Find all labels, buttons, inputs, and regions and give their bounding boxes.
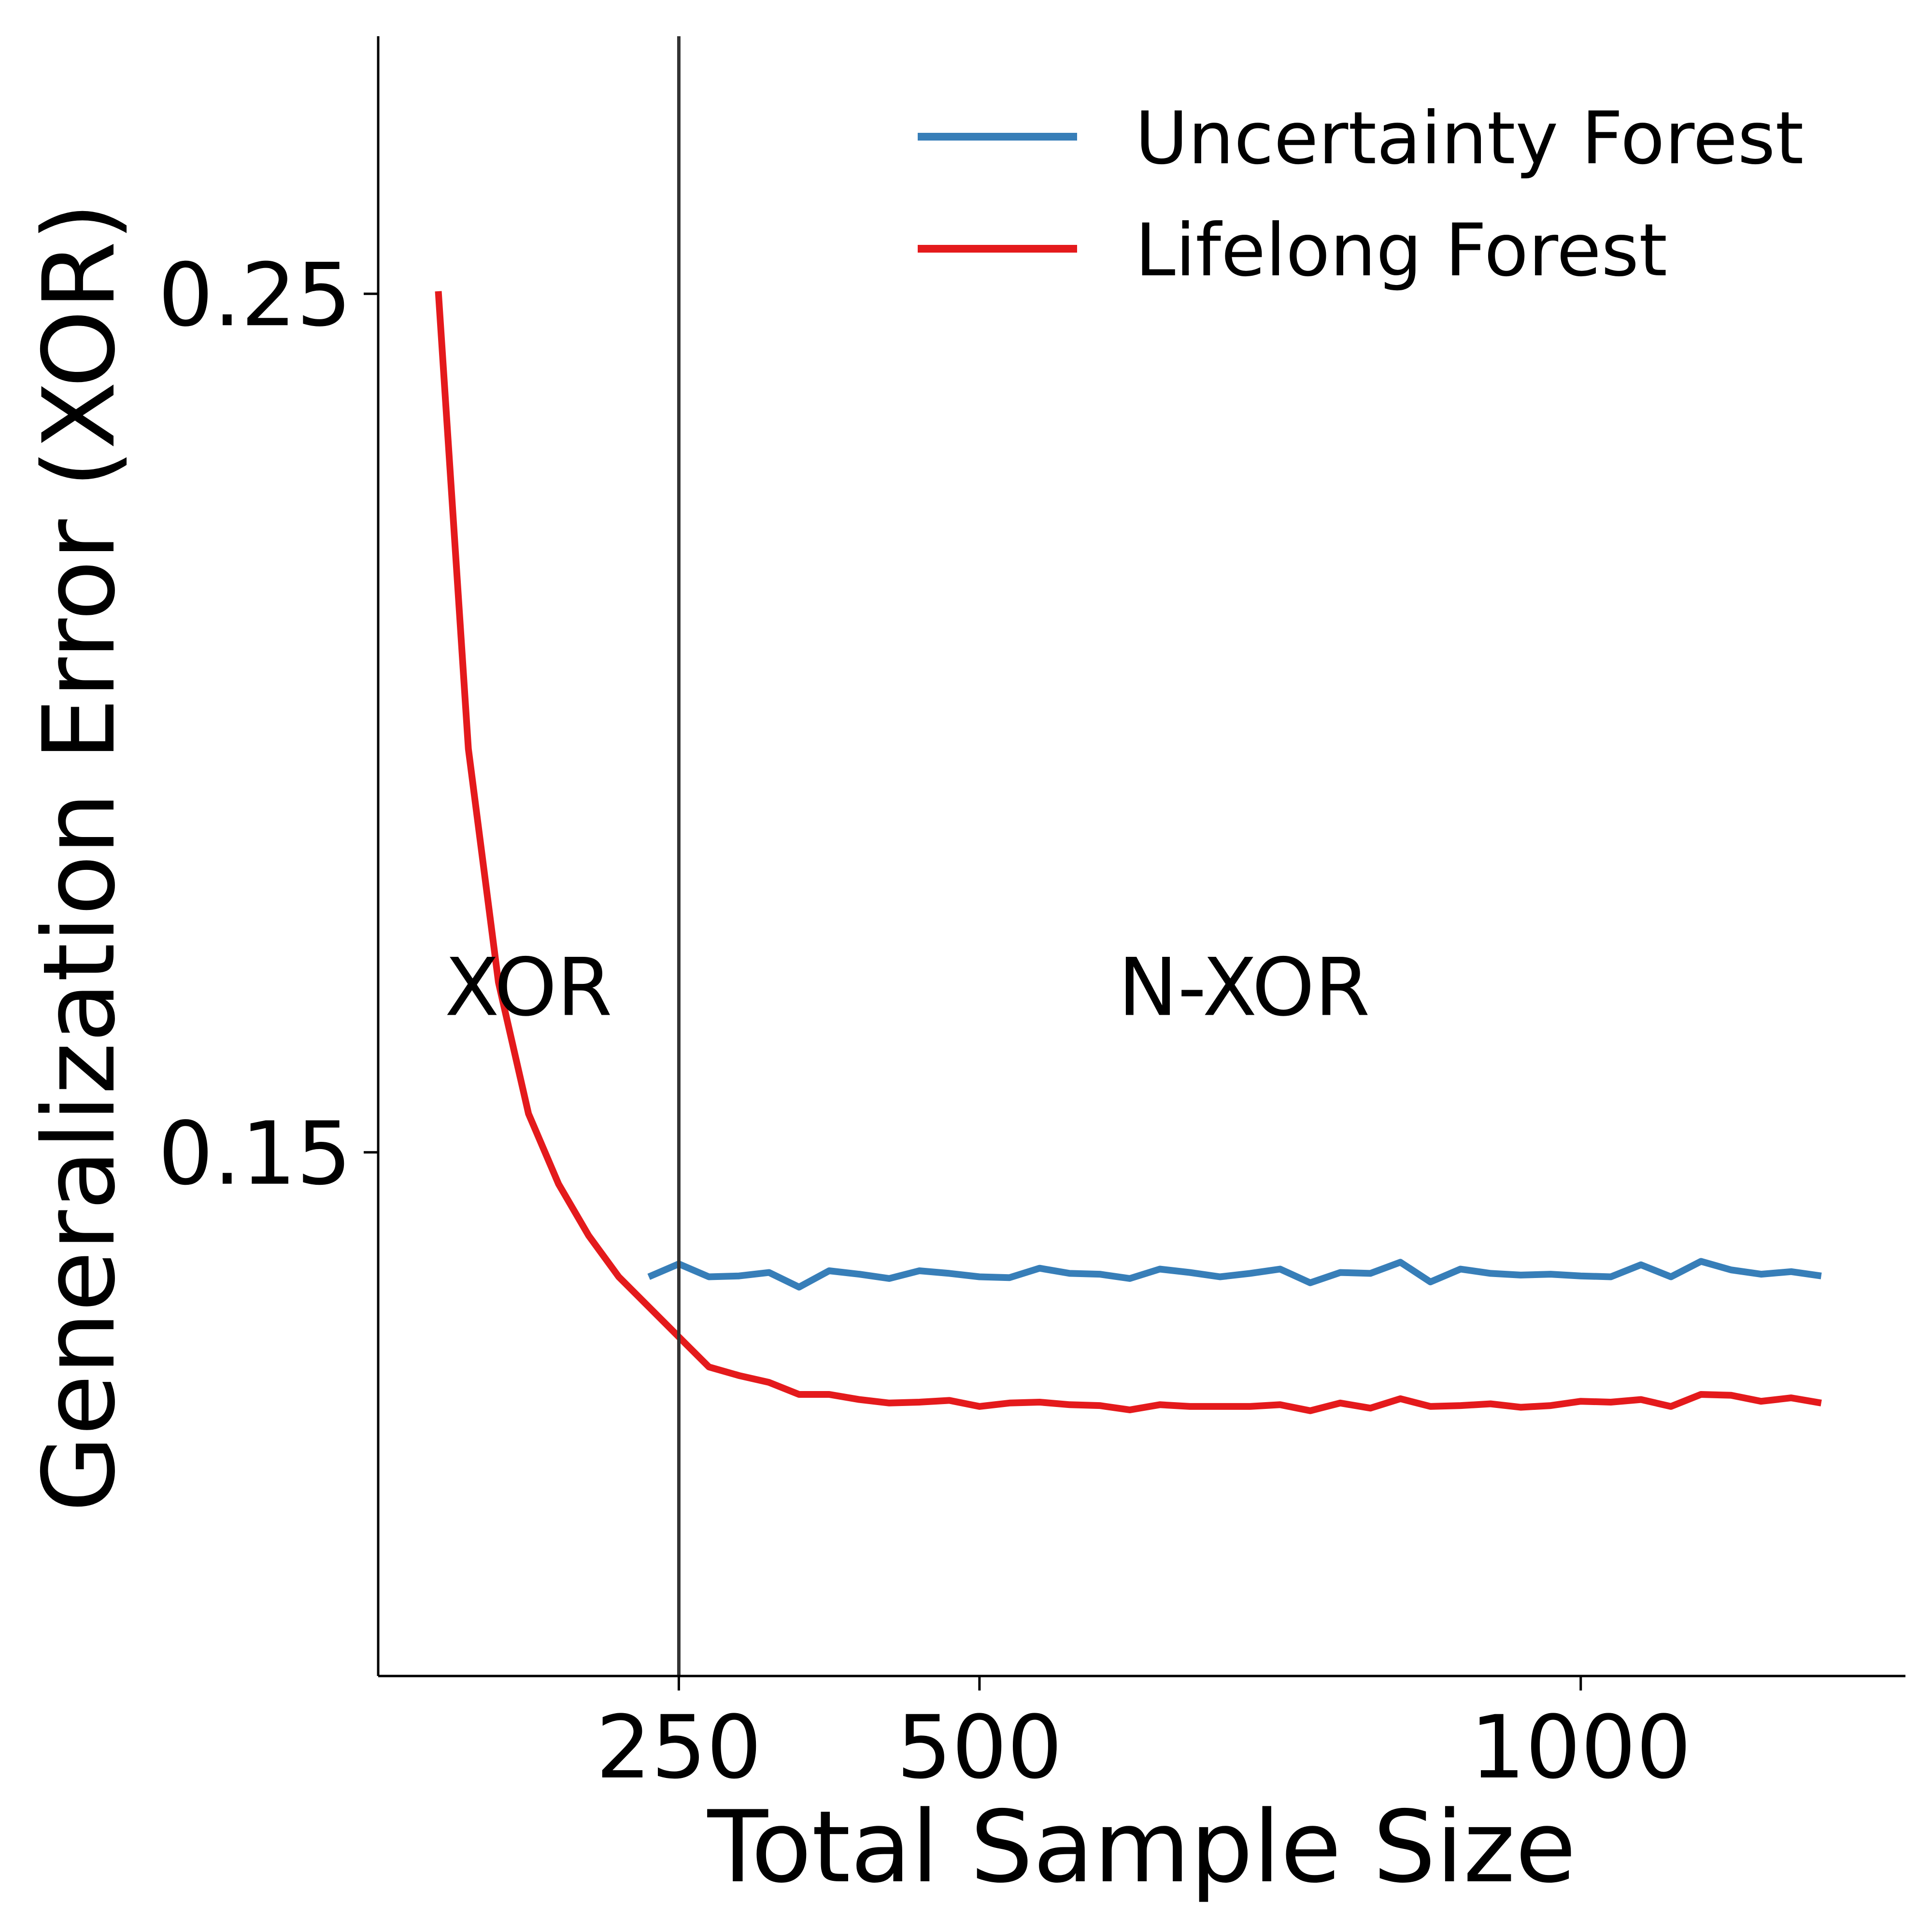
x-axis-title: Total Sample Size <box>707 1790 1577 1905</box>
region-labels: XOR N-XOR <box>445 941 1370 1034</box>
legend-label: Lifelong Forest <box>1135 209 1667 293</box>
x-tick-label: 500 <box>896 1697 1063 1798</box>
region-label: N-XOR <box>1118 941 1370 1034</box>
y-axis-title: Generalization Error (XOR) <box>22 202 137 1512</box>
y-axis-ticks: 0.25 0.15 <box>158 245 378 1205</box>
plot-area <box>435 291 1822 1414</box>
x-axis-ticks: 250 500 1000 <box>596 1676 1691 1798</box>
series-line-uncertainty-forest <box>647 1258 1822 1291</box>
y-tick-label: 0.25 <box>158 245 352 346</box>
series-line-lifelong-forest <box>435 291 1822 1414</box>
y-tick-label: 0.15 <box>158 1104 352 1205</box>
x-tick-label: 1000 <box>1470 1697 1691 1798</box>
legend-label: Uncertainty Forest <box>1135 97 1804 181</box>
legend: Uncertainty Forest Lifelong Forest <box>918 97 1804 293</box>
region-label: XOR <box>445 941 612 1034</box>
x-tick-label: 250 <box>596 1697 762 1798</box>
